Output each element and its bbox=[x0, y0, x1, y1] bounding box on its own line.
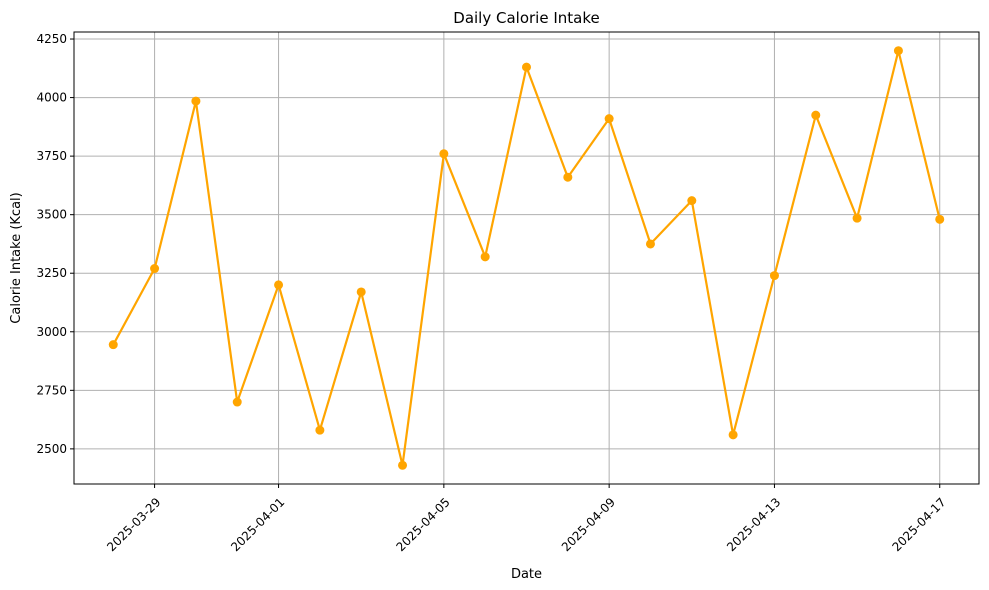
y-tick-label: 2500 bbox=[36, 442, 67, 456]
y-tick-label: 2750 bbox=[36, 383, 67, 397]
data-point bbox=[315, 425, 325, 435]
y-tick-label: 4000 bbox=[36, 91, 67, 105]
data-point bbox=[522, 62, 531, 72]
data-point bbox=[687, 196, 697, 206]
y-axis-ticks: 2500 2750 3000 3250 3500 3750 4000 4250 bbox=[36, 32, 74, 456]
x-tick-label: 2025-04-17 bbox=[889, 495, 948, 554]
data-point bbox=[604, 114, 614, 124]
data-point bbox=[893, 46, 903, 56]
x-axis-title: Date bbox=[511, 567, 542, 582]
data-point bbox=[232, 397, 242, 407]
data-point bbox=[852, 213, 862, 223]
y-tick-label: 4250 bbox=[36, 32, 67, 46]
data-point bbox=[191, 96, 201, 106]
data-point bbox=[439, 149, 449, 159]
x-tick-label: 2025-04-05 bbox=[394, 495, 453, 554]
data-point bbox=[356, 287, 366, 297]
data-point bbox=[108, 340, 118, 350]
y-tick-label: 3500 bbox=[36, 208, 67, 222]
data-point bbox=[811, 110, 821, 120]
data-point bbox=[480, 252, 490, 262]
y-tick-label: 3250 bbox=[36, 266, 67, 280]
data-point bbox=[150, 264, 160, 274]
x-tick-label: 2025-04-09 bbox=[559, 495, 618, 554]
x-tick-label: 2025-04-13 bbox=[724, 495, 783, 554]
x-axis-ticks: 2025-03-29 2025-04-01 2025-04-05 2025-04-09… bbox=[104, 484, 949, 554]
x-tick-label: 2025-04-01 bbox=[228, 495, 287, 554]
chart-title: Daily Calorie Intake bbox=[453, 9, 599, 27]
y-tick-label: 3000 bbox=[36, 325, 67, 339]
data-point bbox=[645, 239, 655, 249]
data-point bbox=[563, 172, 573, 182]
data-point bbox=[769, 271, 779, 281]
data-point bbox=[274, 280, 284, 290]
data-point bbox=[728, 430, 738, 440]
plot-area-frame bbox=[73, 31, 980, 485]
data-point bbox=[398, 460, 408, 470]
y-axis-title: Calorie Intake (Kcal) bbox=[9, 192, 24, 323]
y-tick-label: 3750 bbox=[36, 149, 67, 163]
data-point bbox=[935, 214, 945, 224]
series-layer bbox=[108, 46, 945, 470]
x-tick-label: 2025-03-29 bbox=[104, 495, 163, 554]
grid bbox=[74, 32, 979, 484]
